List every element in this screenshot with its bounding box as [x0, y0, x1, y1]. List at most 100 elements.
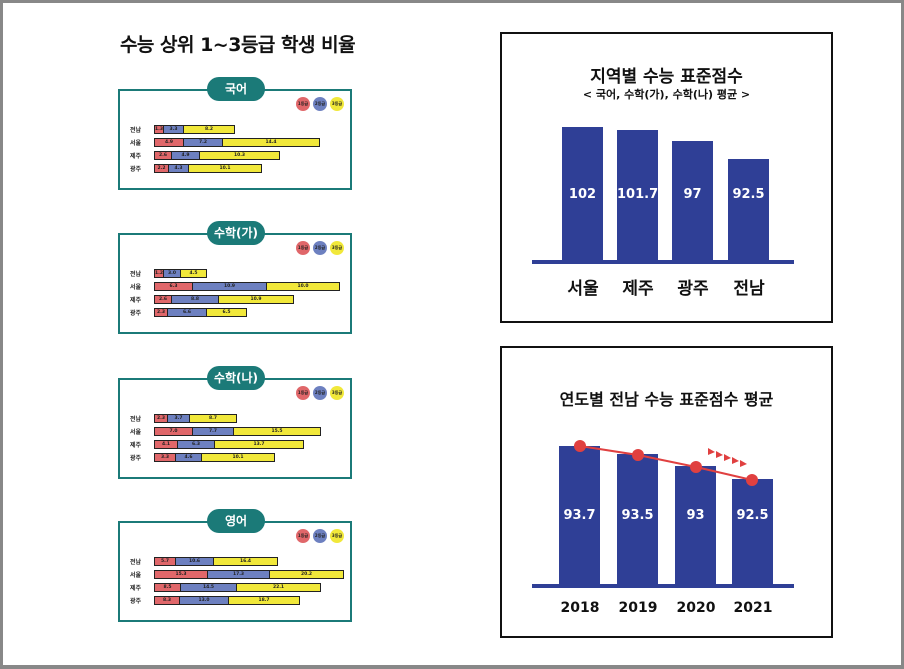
- bar-2019: 93.5: [617, 454, 658, 586]
- category-label: 2019: [618, 600, 658, 616]
- bar-row: 서울 4.9 7.2 14.4: [130, 136, 320, 149]
- seg-grade1: 15.3: [155, 571, 207, 578]
- bar-gwangju: 97: [672, 141, 713, 262]
- region-label: 제주: [130, 153, 142, 160]
- seg-grade3: 6.5: [206, 309, 246, 316]
- subject-panel-math-ga: 수학(가) 1등급 2등급 3등급 전남 1.2 3.0 4.5 서울 6.3 10.9 1…: [118, 221, 352, 334]
- legend-grade3: 3등급: [330, 529, 344, 543]
- bar-value: 102: [568, 187, 597, 202]
- seg-grade1: 7.0: [155, 428, 192, 435]
- bar-row: 서울 15.3 17.3 20.2: [130, 568, 344, 581]
- legend: 1등급 2등급 3등급: [296, 97, 344, 111]
- category-label: 제주: [622, 279, 654, 299]
- legend: 1등급 2등급 3등급: [296, 529, 344, 543]
- bar-value: 97: [683, 187, 702, 202]
- seg-grade2: 4.9: [171, 152, 199, 159]
- stacked-bar: 4.9 7.2 14.4: [154, 138, 320, 147]
- regional-bar-area: 102 101.7 97 92.5: [532, 124, 794, 262]
- seg-grade2: 3.7: [167, 415, 189, 422]
- subject-panel-korean: 국어 1등급 2등급 3등급 전남 1.3 3.3 8.2 서울 4.9 7.2 14.4 …: [118, 77, 352, 190]
- bar-row: 제주 4.1 6.3 13.7: [130, 438, 321, 451]
- bar-row: 전남 1.2 3.0 4.5: [130, 267, 340, 280]
- seg-grade1: 4.1: [155, 441, 177, 448]
- subject-panel-math-na: 수학(나) 1등급 2등급 3등급 전남 2.3 3.7 8.7 서울 7.0 7.7 15…: [118, 366, 352, 479]
- bar-row: 제주 2.6 8.8 10.9: [130, 293, 340, 306]
- seg-grade3: 14.4: [222, 139, 319, 146]
- seg-grade3: 4.5: [180, 270, 206, 277]
- category-label: 2020: [676, 600, 716, 616]
- seg-grade2: 13.0: [179, 597, 228, 604]
- seg-grade2: 7.7: [192, 428, 233, 435]
- seg-grade1: 2.2: [155, 165, 168, 172]
- category-label: 서울: [567, 279, 599, 299]
- regional-title: 지역별 수능 표준점수: [590, 67, 743, 87]
- seg-grade1: 1.2: [155, 270, 163, 277]
- seg-grade2: 6.6: [167, 309, 206, 316]
- region-label: 전남: [130, 127, 142, 134]
- seg-grade3: 8.7: [189, 415, 236, 422]
- seg-grade1: 2.6: [155, 152, 171, 159]
- subject-panel-english: 영어 1등급 2등급 3등급 전남 5.7 10.6 16.4 서울 15.3 17.3 2…: [118, 509, 352, 622]
- stacked-bar: 2.2 4.3 10.1: [154, 164, 262, 173]
- bar-rows: 전남 1.2 3.0 4.5 서울 6.3 10.9 10.0 제주 2.6 8.8 10.9 광…: [130, 267, 340, 319]
- trend-line-overlay: [574, 440, 758, 486]
- region-label: 서울: [130, 572, 142, 579]
- subject-pill: 수학(나): [207, 366, 265, 390]
- region-label: 서울: [130, 284, 142, 291]
- bar-jeju: 101.7: [617, 130, 658, 262]
- region-label: 제주: [130, 297, 142, 304]
- region-label: 광주: [130, 455, 142, 462]
- regional-score-panel: 지역별 수능 표준점수 < 국어, 수학(가), 수학(나) 평균 > 102 …: [500, 32, 833, 323]
- subject-pill: 영어: [207, 509, 265, 533]
- seg-grade1: 5.7: [155, 558, 175, 565]
- seg-grade3: 13.7: [214, 441, 303, 448]
- seg-grade2: 14.5: [180, 584, 236, 591]
- bar-row: 광주 8.3 13.0 18.7: [130, 594, 344, 607]
- region-label: 광주: [130, 310, 142, 317]
- region-label: 제주: [130, 585, 142, 592]
- trend-arrows-icon: [708, 448, 747, 467]
- seg-grade2: 8.8: [171, 296, 218, 303]
- stacked-bar: 2.3 3.7 8.7: [154, 414, 237, 423]
- bar-value: 92.5: [736, 508, 769, 523]
- bar-row: 광주 2.2 4.3 10.1: [130, 162, 320, 175]
- bar-row: 광주 3.3 4.6 10.1: [130, 451, 321, 464]
- bar-row: 전남 5.7 10.6 16.4: [130, 555, 344, 568]
- category-label: 2018: [560, 600, 600, 616]
- subject-pill: 수학(가): [207, 221, 265, 245]
- legend-grade1: 1등급: [296, 386, 310, 400]
- region-label: 광주: [130, 166, 142, 173]
- stacked-bar: 5.7 10.6 16.4: [154, 557, 278, 566]
- seg-grade3: 10.1: [188, 165, 261, 172]
- stacked-bar: 2.6 4.9 10.3: [154, 151, 280, 160]
- legend-grade2: 2등급: [313, 529, 327, 543]
- seg-grade1: 4.9: [155, 139, 183, 146]
- seg-grade3: 8.2: [183, 126, 234, 133]
- seg-grade3: 10.1: [201, 454, 274, 461]
- seg-grade2: 3.0: [163, 270, 180, 277]
- seg-grade2: 6.3: [177, 441, 214, 448]
- stacked-bar: 7.0 7.7 15.5: [154, 427, 321, 436]
- seg-grade3: 16.4: [213, 558, 277, 565]
- stacked-bar: 2.3 6.6 6.5: [154, 308, 247, 317]
- seg-grade1: 2.3: [155, 309, 167, 316]
- bar-row: 제주 8.5 14.5 22.1: [130, 581, 344, 594]
- stacked-bar: 3.3 4.6 10.1: [154, 453, 275, 462]
- seg-grade3: 10.0: [266, 283, 339, 290]
- region-label: 서울: [130, 429, 142, 436]
- seg-grade1: 6.3: [155, 283, 192, 290]
- seg-grade2: 4.6: [175, 454, 201, 461]
- yearly-score-panel: 연도별 전남 수능 표준점수 평균 93.7 93.5 93 92.5 2018…: [500, 346, 833, 638]
- seg-grade2: 17.3: [207, 571, 269, 578]
- stacked-bar: 6.3 10.9 10.0: [154, 282, 340, 291]
- seg-grade3: 18.7: [228, 597, 299, 604]
- seg-grade3: 15.5: [233, 428, 320, 435]
- baseline: [532, 260, 794, 264]
- bar-row: 전남 2.3 3.7 8.7: [130, 412, 321, 425]
- seg-grade3: 20.2: [269, 571, 343, 578]
- seg-grade3: 10.9: [218, 296, 293, 303]
- region-label: 제주: [130, 442, 142, 449]
- stacked-bar: 4.1 6.3 13.7: [154, 440, 304, 449]
- seg-grade2: 10.6: [175, 558, 213, 565]
- legend-grade2: 2등급: [313, 241, 327, 255]
